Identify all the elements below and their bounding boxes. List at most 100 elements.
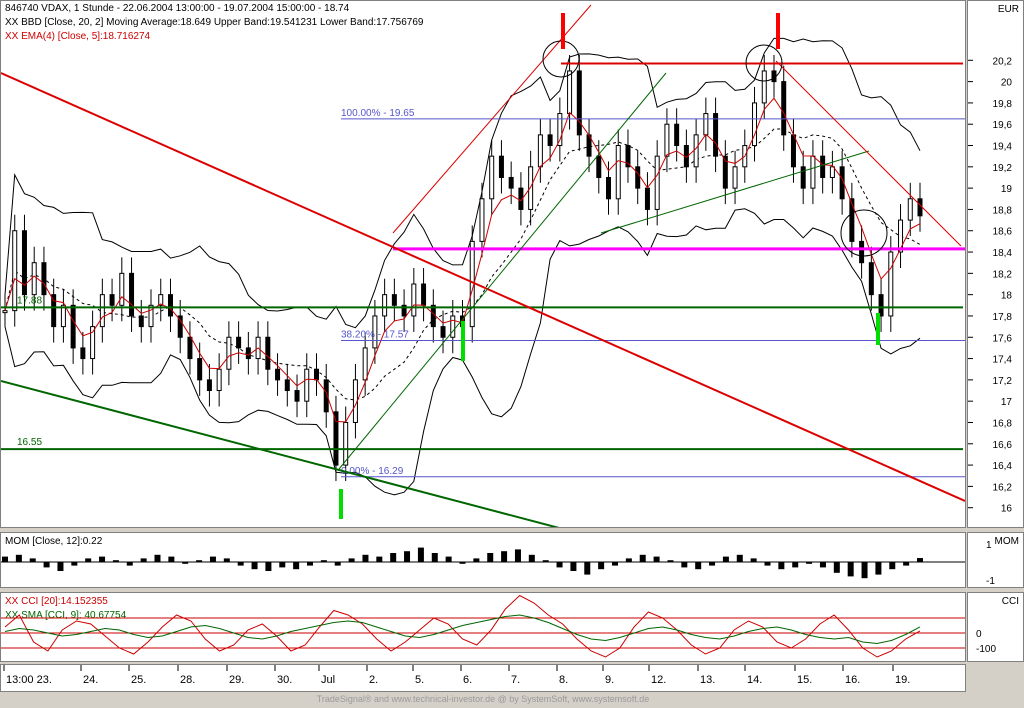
- momentum-bar: [307, 562, 313, 566]
- momentum-bar: [57, 562, 64, 571]
- candle-body: [576, 70, 582, 136]
- momentum-bar: [861, 562, 868, 579]
- candle-body: [781, 81, 787, 136]
- candle-body: [401, 304, 407, 317]
- price-tick-label: 17,8: [993, 312, 1013, 323]
- momentum-bar: [459, 562, 466, 564]
- momentum-bar: [140, 558, 147, 562]
- candle-body: [790, 134, 796, 168]
- candle-body: [333, 411, 339, 466]
- candle-body: [60, 304, 66, 328]
- time-tick-label: Jul: [321, 674, 335, 686]
- momentum-bar: [625, 558, 632, 562]
- time-tick-label: 29.: [229, 674, 244, 686]
- candle-body: [362, 347, 368, 381]
- red-downtrend-line: [1, 72, 965, 502]
- momentum-bar: [196, 560, 203, 562]
- candle-body: [304, 368, 310, 402]
- candle-body: [713, 113, 719, 157]
- candle-body: [771, 70, 777, 83]
- candle-body: [664, 123, 670, 157]
- price-tick-label: 17,2: [993, 376, 1013, 387]
- price-tick-label: 20,2: [993, 56, 1013, 67]
- candle-body: [138, 315, 144, 328]
- momentum-bar: [889, 562, 896, 570]
- candle-body: [411, 283, 417, 317]
- momentum-bar: [85, 558, 92, 562]
- candle-body: [508, 176, 514, 189]
- green-uptrend-channel: [338, 72, 667, 470]
- momentum-bar: [251, 562, 258, 570]
- price-tick-label: 16,8: [993, 418, 1013, 429]
- candle-body: [129, 272, 135, 317]
- time-tick-label: 7.: [511, 674, 520, 686]
- momentum-bar: [806, 562, 813, 564]
- momentum-bar: [99, 556, 106, 562]
- momentum-chart-svg[interactable]: [1, 533, 965, 587]
- momentum-bar: [237, 562, 244, 566]
- candle-body: [547, 134, 553, 147]
- price-tick-label: 20: [1001, 78, 1013, 89]
- candle-body: [167, 294, 173, 317]
- cci-axis-ticks: 0 -100: [976, 629, 996, 655]
- cci-sma-label: XX SMA [CCI, 9]: 40.67754: [5, 610, 127, 621]
- price-tick-label: 16,4: [993, 461, 1013, 472]
- candle-body: [372, 315, 378, 349]
- momentum-bar: [917, 558, 923, 562]
- time-axis: 13:00 23. 24. 25. 28. 29. 30. Jul 2. 5. 6. 7. 8. 9. 1…: [0, 664, 966, 692]
- momentum-bar: [320, 560, 327, 562]
- time-tick-label: 25.: [131, 674, 146, 686]
- bollinger-upper-band: [4, 37, 921, 329]
- red-uptrend-channel: [392, 4, 592, 234]
- momentum-bar: [612, 562, 618, 566]
- candle-body: [829, 166, 835, 178]
- candle-body: [820, 155, 826, 178]
- cci-chart-svg[interactable]: [1, 593, 965, 661]
- time-tick-label: 30.: [277, 674, 292, 686]
- candle-body: [703, 113, 709, 136]
- cci-tick-label: -100: [976, 644, 996, 655]
- price-panel[interactable]: 846740 VDAX, 1 Stunde - 22.06.2004 13:00…: [0, 0, 966, 528]
- candle-body: [498, 155, 504, 178]
- price-tick-label: 19,4: [993, 142, 1013, 153]
- cci-panel[interactable]: XX CCI [20]:14.152355 XX SMA [CCI, 9]: 4…: [0, 592, 966, 662]
- momentum-bar: [223, 558, 230, 562]
- momentum-bar: [404, 551, 411, 562]
- price-tick-label: 18,4: [993, 248, 1013, 259]
- candle-body: [391, 294, 397, 306]
- cci-axis-title: CCI: [1001, 596, 1019, 607]
- momentum-bar: [903, 562, 910, 566]
- candle-body: [752, 102, 758, 147]
- cci-label: XX CCI [20]:14.152355: [5, 596, 108, 607]
- momentum-bar: [168, 556, 175, 562]
- price-chart-svg[interactable]: 17.88 16.55 100.00% - 19.65 38.20% - 17.57 0…: [1, 1, 965, 527]
- momentum-bar: [445, 556, 452, 562]
- momentum-panel[interactable]: MOM [Close, 12]:0.22: [0, 532, 966, 588]
- green-signal-marker: [461, 321, 465, 361]
- momentum-bar: [376, 556, 383, 562]
- candle-body: [430, 304, 436, 328]
- time-tick-label: 2.: [369, 674, 378, 686]
- momentum-bar: [584, 562, 591, 575]
- candle-body: [284, 379, 290, 392]
- cci-tick-label: 0: [976, 629, 982, 640]
- momentum-tick-label: -1: [986, 576, 995, 587]
- momentum-bar: [653, 556, 660, 562]
- red-signal-marker: [776, 13, 780, 49]
- momentum-bar: [847, 562, 854, 577]
- momentum-bar: [417, 547, 424, 562]
- price-tick-label: 18,8: [993, 205, 1013, 216]
- time-tick-label: 16.: [845, 674, 860, 686]
- momentum-tick-label: 1: [986, 540, 992, 551]
- candle-body: [917, 198, 923, 217]
- highlight-circle: [840, 209, 888, 257]
- momentum-bar: [542, 560, 549, 562]
- candle-body: [849, 198, 855, 242]
- momentum-bar: [778, 562, 785, 570]
- momentum-bar: [209, 556, 216, 562]
- price-axis: EUR 16 16,2 16,4 16,6 16,8 17 17,2 17,4 17,6 17,8…: [967, 0, 1024, 528]
- candle-body: [888, 251, 894, 317]
- momentum-bar: [362, 554, 369, 562]
- price-tick-label: 19,6: [993, 120, 1013, 131]
- momentum-bar: [598, 562, 605, 570]
